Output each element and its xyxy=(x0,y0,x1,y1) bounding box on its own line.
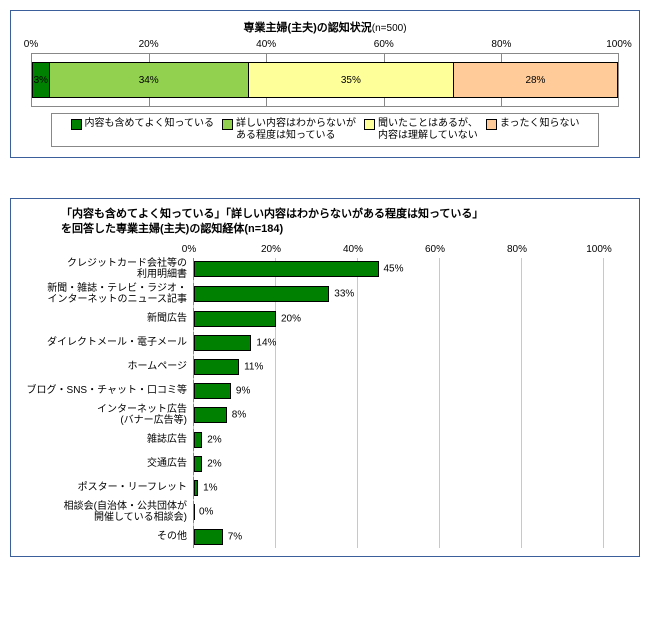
chart1-axis-ticks: 0%20%40%60%80%100% xyxy=(31,39,619,53)
hbar-label: ダイレクトメール・電子メール xyxy=(25,337,193,349)
hbar-bar xyxy=(194,261,379,277)
chart1-tick: 20% xyxy=(139,39,159,50)
chart2-title-line2: を回答した専業主婦(主夫)の認知経体 xyxy=(61,223,244,235)
hbar-row: 交通広告 2% xyxy=(25,453,625,475)
stacked-bar-chart: 専業主婦(主夫)の認知状況(n=500) 0%20%40%60%80%100% … xyxy=(10,10,640,158)
hbar-label: その他 xyxy=(25,531,193,543)
hbar-value: 1% xyxy=(203,482,217,493)
hbar-row: 新聞広告 20% xyxy=(25,308,625,330)
chart2-plot-area: クレジットカード会社等の利用明細書 45% 新聞・雑誌・テレビ・ラジオ・インターネッ… xyxy=(25,258,625,548)
chart1-tick: 0% xyxy=(24,39,38,50)
legend-text: 内容も含めてよく知っている xyxy=(85,118,215,142)
hbar-value: 8% xyxy=(232,410,246,421)
legend-item: まったく知らない xyxy=(486,118,580,142)
chart1-legend: 内容も含めてよく知っている詳しい内容はわからないがある程度は知っている聞いたこと… xyxy=(51,113,599,147)
hbar-value: 2% xyxy=(207,434,221,445)
hbar-label: 雑誌広告 xyxy=(25,434,193,446)
hbar-label: インターネット広告(バナー広告等) xyxy=(25,404,193,427)
legend-item: 聞いたことはあるが、内容は理解していない xyxy=(364,118,478,142)
hbar-value: 11% xyxy=(244,361,263,372)
chart2-tick: 100% xyxy=(586,244,612,255)
legend-item: 詳しい内容はわからないがある程度は知っている xyxy=(222,118,356,142)
hbar-label: 相談会(自治体・公共団体が開催している相談会) xyxy=(25,501,193,524)
chart2-tick: 20% xyxy=(261,244,281,255)
stacked-segment: 28% xyxy=(454,62,618,98)
hbar-value: 7% xyxy=(228,531,242,542)
hbar-bar xyxy=(194,335,251,351)
hbar-bar xyxy=(194,504,195,520)
legend-item: 内容も含めてよく知っている xyxy=(71,118,215,142)
chart2-axis-ticks: 0%20%40%60%80%100% xyxy=(189,244,599,258)
chart2-title-n: (n=184) xyxy=(244,223,283,235)
hbar-bar xyxy=(194,311,276,327)
stacked-segment: 3% xyxy=(32,62,50,98)
chart1-title-n: (n=500) xyxy=(372,23,407,34)
hbar-value: 14% xyxy=(256,337,276,348)
hbar-row: その他 7% xyxy=(25,526,625,548)
hbar-label: クレジットカード会社等の利用明細書 xyxy=(25,258,193,281)
legend-swatch xyxy=(222,119,233,130)
chart1-tick: 80% xyxy=(491,39,511,50)
hbar-row: 相談会(自治体・公共団体が開催している相談会) 0% xyxy=(25,501,625,524)
chart1-stacked-bar: 3%34%35%28% xyxy=(32,62,618,98)
hbar-bar xyxy=(194,286,329,302)
hbar-row: インターネット広告(バナー広告等) 8% xyxy=(25,404,625,427)
hbar-row: ダイレクトメール・電子メール 14% xyxy=(25,332,625,354)
chart2-title-line1: 「内容も含めてよく知っている」「詳しい内容はわからないがある程度は知っている」 xyxy=(61,208,483,220)
chart1-tick: 100% xyxy=(606,39,632,50)
chart2-tick: 80% xyxy=(507,244,527,255)
legend-swatch xyxy=(71,119,82,130)
hbar-label: ポスター・リーフレット xyxy=(25,482,193,494)
hbar-label: 新聞・雑誌・テレビ・ラジオ・インターネットのニュース記事 xyxy=(25,283,193,306)
hbar-label: ブログ・SNS・チャット・口コミ等 xyxy=(25,385,193,397)
legend-text: 聞いたことはあるが、内容は理解していない xyxy=(378,118,478,142)
hbar-row: ポスター・リーフレット 1% xyxy=(25,477,625,499)
hbar-label: ホームページ xyxy=(25,361,193,373)
hbar-bar xyxy=(194,383,231,399)
chart2-title: 「内容も含めてよく知っている」「詳しい内容はわからないがある程度は知っている」 … xyxy=(61,207,629,238)
hbar-bar xyxy=(194,456,202,472)
stacked-segment: 34% xyxy=(50,62,249,98)
hbar-bar xyxy=(194,407,227,423)
chart2-tick: 60% xyxy=(425,244,445,255)
hbar-value: 20% xyxy=(281,313,301,324)
hbar-bar xyxy=(194,480,198,496)
hbar-bar xyxy=(194,359,239,375)
chart1-title-main: 専業主婦(主夫)の認知状況 xyxy=(243,22,371,34)
chart1-tick: 40% xyxy=(256,39,276,50)
hbar-row: 新聞・雑誌・テレビ・ラジオ・インターネットのニュース記事 33% xyxy=(25,283,625,306)
legend-swatch xyxy=(486,119,497,130)
hbar-bar xyxy=(194,432,202,448)
horizontal-bar-chart: 「内容も含めてよく知っている」「詳しい内容はわからないがある程度は知っている」 … xyxy=(10,198,640,557)
hbar-row: クレジットカード会社等の利用明細書 45% xyxy=(25,258,625,281)
hbar-value: 0% xyxy=(199,507,213,518)
hbar-value: 9% xyxy=(236,385,250,396)
chart1-tick: 60% xyxy=(374,39,394,50)
stacked-segment: 35% xyxy=(249,62,454,98)
legend-text: 詳しい内容はわからないがある程度は知っている xyxy=(236,118,356,142)
hbar-value: 45% xyxy=(384,264,404,275)
hbar-bar xyxy=(194,529,223,545)
hbar-row: ブログ・SNS・チャット・口コミ等 9% xyxy=(25,380,625,402)
hbar-label: 交通広告 xyxy=(25,458,193,470)
legend-text: まったく知らない xyxy=(500,118,580,142)
hbar-value: 2% xyxy=(207,458,221,469)
hbar-row: 雑誌広告 2% xyxy=(25,429,625,451)
chart1-plot-area: 3%34%35%28% xyxy=(31,53,619,107)
hbar-row: ホームページ 11% xyxy=(25,356,625,378)
legend-swatch xyxy=(364,119,375,130)
hbar-value: 33% xyxy=(334,289,354,300)
chart2-tick: 0% xyxy=(182,244,196,255)
hbar-label: 新聞広告 xyxy=(25,313,193,325)
chart2-tick: 40% xyxy=(343,244,363,255)
chart1-title: 専業主婦(主夫)の認知状況(n=500) xyxy=(21,19,629,35)
